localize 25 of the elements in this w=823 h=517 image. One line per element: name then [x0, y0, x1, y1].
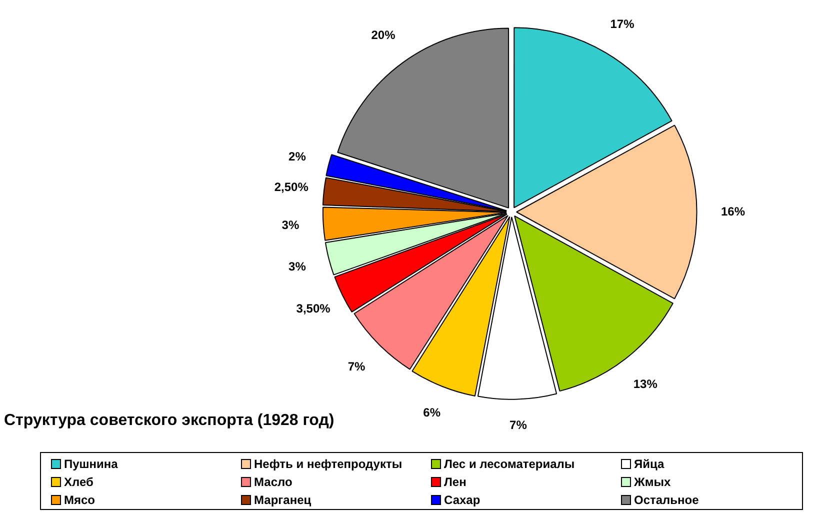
data-label: 2%: [288, 149, 306, 164]
legend-label: Остальное: [634, 493, 699, 507]
data-label: 3%: [282, 218, 300, 232]
data-label: 20%: [371, 28, 396, 42]
data-label: 2,50%: [274, 180, 309, 194]
legend-label: Пушнина: [64, 457, 118, 471]
data-label: 3,50%: [296, 301, 331, 316]
data-label: 3%: [288, 259, 306, 274]
legend-label: Жмых: [634, 475, 671, 489]
data-label: 17%: [610, 17, 635, 32]
legend-label: Хлеб: [64, 475, 94, 489]
legend-label: Масло: [254, 475, 292, 489]
legend-label: Лес и лесоматериалы: [444, 457, 575, 471]
legend-label: Яйца: [634, 457, 664, 471]
data-label: 7%: [348, 359, 366, 374]
legend-label: Сахар: [444, 493, 480, 507]
legend-label: Нефть и нефтепродукты: [254, 457, 402, 471]
legend-label: Лен: [444, 475, 466, 489]
data-label: 6%: [423, 406, 441, 420]
legend-label: Марганец: [254, 493, 312, 507]
data-label: 7%: [510, 418, 528, 432]
data-label: 16%: [720, 204, 746, 218]
legend-label: Мясо: [64, 493, 96, 507]
data-label: 13%: [633, 376, 658, 391]
text: Структура советского экспорта (1928 год): [4, 412, 334, 430]
